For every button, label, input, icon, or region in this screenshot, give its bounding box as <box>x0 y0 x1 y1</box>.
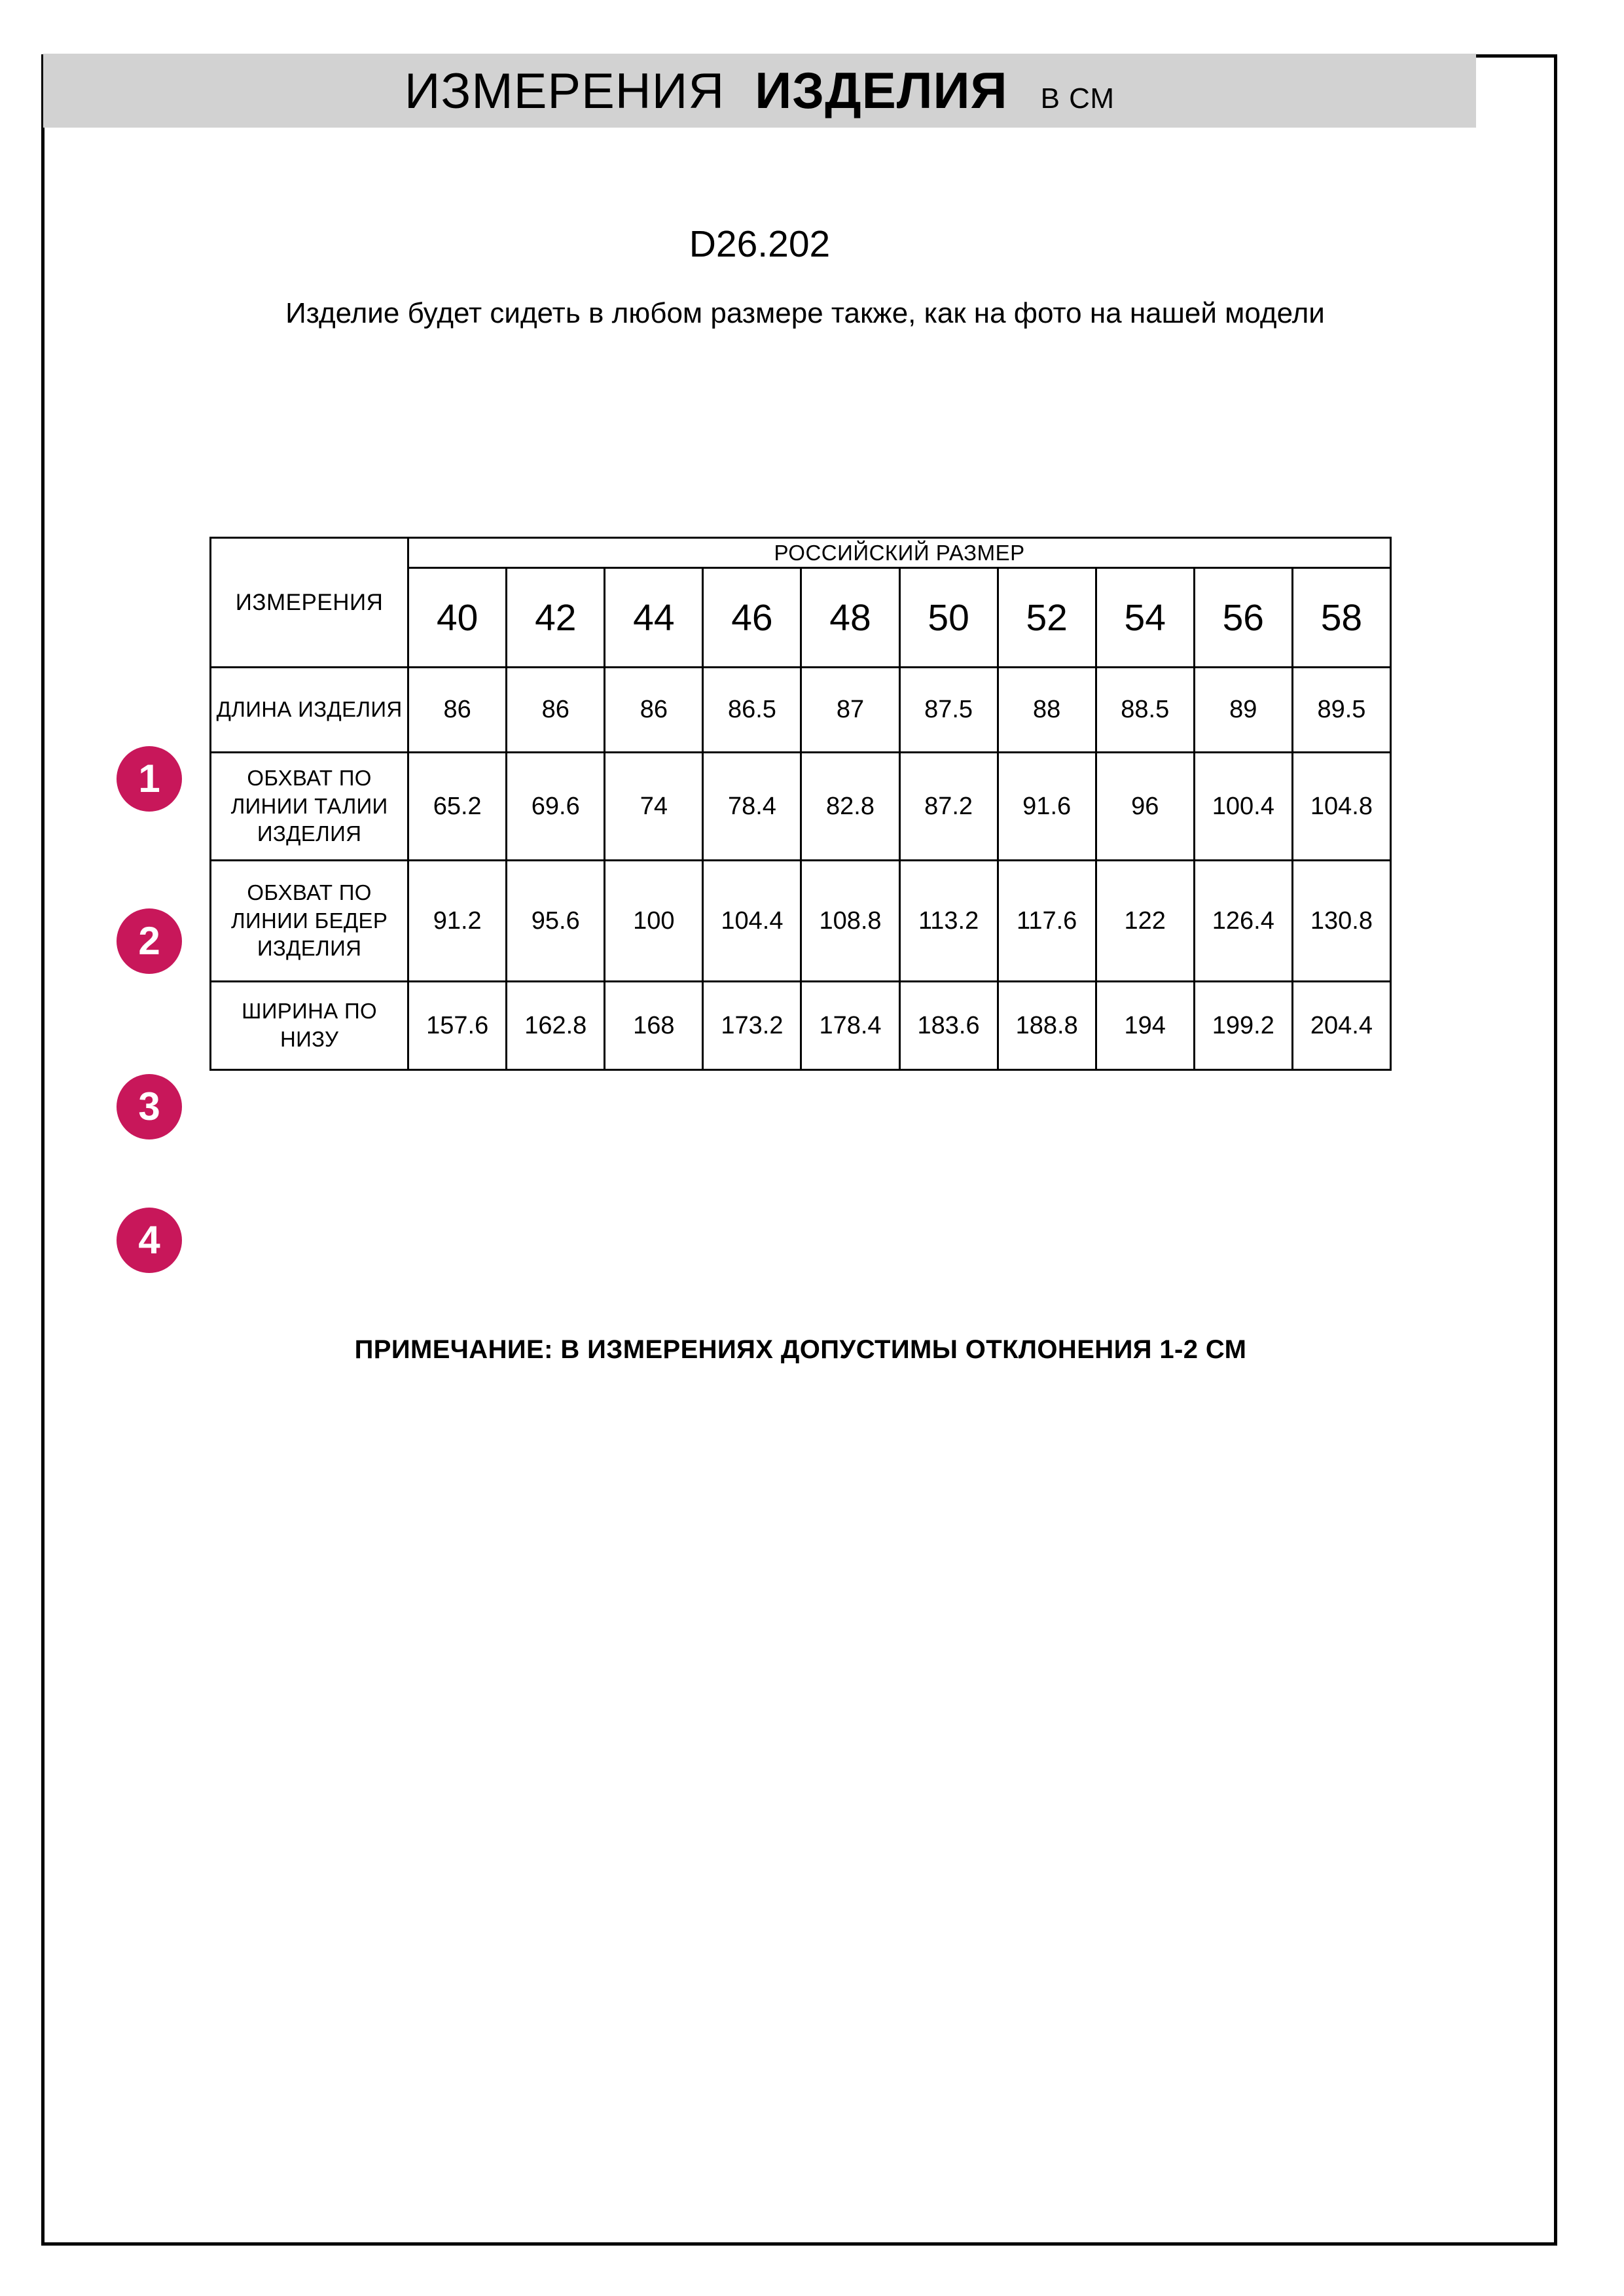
table-row: ОБХВАТ ПО ЛИНИИ БЕДЕР ИЗДЕЛИЯ 91.2 95.6 … <box>209 859 1392 982</box>
size-header-44: 44 <box>604 567 704 668</box>
table-row: ШИРИНА ПО НИЗУ 157.6 162.8 168 173.2 178… <box>209 980 1392 1071</box>
cell-r1-c44: 86 <box>604 666 704 753</box>
cell-r2-c50: 87.2 <box>898 751 999 861</box>
size-header-42: 42 <box>505 567 606 668</box>
cell-r4-c48: 178.4 <box>800 980 901 1071</box>
cell-r2-c58: 104.8 <box>1291 751 1392 861</box>
cell-r2-c46: 78.4 <box>702 751 803 861</box>
row-label-hips: ОБХВАТ ПО ЛИНИИ БЕДЕР ИЗДЕЛИЯ <box>209 859 410 982</box>
cell-r2-c54: 96 <box>1094 751 1195 861</box>
measurements-table: ИЗМЕРЕНИЯ РОССИЙСКИЙ РАЗМЕР 40 42 44 46 … <box>209 537 1392 1071</box>
cell-r3-c40: 91.2 <box>407 859 508 982</box>
cell-r3-c50: 113.2 <box>898 859 999 982</box>
title-word-measurements: ИЗМЕРЕНИЯ <box>404 63 725 119</box>
row-badge-2: 2 <box>117 908 182 974</box>
cell-r3-c58: 130.8 <box>1291 859 1392 982</box>
cell-r3-c46: 104.4 <box>702 859 803 982</box>
cell-r3-c52: 117.6 <box>996 859 1097 982</box>
table-head-group-row: ИЗМЕРЕНИЯ РОССИЙСКИЙ РАЗМЕР <box>209 537 1392 668</box>
cell-r2-c56: 100.4 <box>1193 751 1293 861</box>
cell-r3-c42: 95.6 <box>505 859 606 982</box>
cell-r1-c46: 86.5 <box>702 666 803 753</box>
cell-r1-c42: 86 <box>505 666 606 753</box>
title-band: ИЗМЕРЕНИЯ ИЗДЕЛИЯ В СМ <box>43 54 1476 128</box>
cell-r4-c58: 204.4 <box>1291 980 1392 1071</box>
page-title: ИЗМЕРЕНИЯ ИЗДЕЛИЯ В СМ <box>405 61 1115 120</box>
size-header-58: 58 <box>1291 567 1392 668</box>
table-head-sizes-row: 40 42 44 46 48 50 52 54 56 58 <box>211 567 1392 668</box>
cell-r1-c48: 87 <box>800 666 901 753</box>
cell-r4-c50: 183.6 <box>898 980 999 1071</box>
cell-r4-c42: 162.8 <box>505 980 606 1071</box>
cell-r2-c48: 82.8 <box>800 751 901 861</box>
cell-r1-c50: 87.5 <box>898 666 999 753</box>
row-badge-1: 1 <box>117 746 182 812</box>
cell-r1-c56: 89 <box>1193 666 1293 753</box>
size-header-50: 50 <box>898 567 999 668</box>
title-word-garment: ИЗДЕЛИЯ <box>755 62 1008 119</box>
cell-r4-c40: 157.6 <box>407 980 508 1071</box>
fit-note: Изделие будет сидеть в любом размере так… <box>285 297 1325 329</box>
cell-r2-c42: 69.6 <box>505 751 606 861</box>
measurements-column-header: ИЗМЕРЕНИЯ <box>209 537 410 668</box>
page-border-frame <box>41 54 1557 2246</box>
article-code: D26.202 <box>689 223 831 265</box>
size-header-54: 54 <box>1094 567 1195 668</box>
tolerance-note: ПРИМЕЧАНИЕ: В ИЗМЕРЕНИЯХ ДОПУСТИМЫ ОТКЛО… <box>354 1335 1247 1364</box>
cell-r3-c56: 126.4 <box>1193 859 1293 982</box>
cell-r3-c54: 122 <box>1094 859 1195 982</box>
cell-r1-c54: 88.5 <box>1094 666 1195 753</box>
cell-r3-c44: 100 <box>604 859 704 982</box>
cell-r2-c40: 65.2 <box>407 751 508 861</box>
cell-r4-c44: 168 <box>604 980 704 1071</box>
cell-r4-c54: 194 <box>1094 980 1195 1071</box>
row-label-bottom-width: ШИРИНА ПО НИЗУ <box>209 980 410 1071</box>
cell-r2-c44: 74 <box>604 751 704 861</box>
cell-r4-c46: 173.2 <box>702 980 803 1071</box>
cell-r4-c56: 199.2 <box>1193 980 1293 1071</box>
size-header-52: 52 <box>996 567 1097 668</box>
cell-r1-c58: 89.5 <box>1291 666 1392 753</box>
table-row: ОБХВАТ ПО ЛИНИИ ТАЛИИ ИЗДЕЛИЯ 65.2 69.6 … <box>209 751 1392 861</box>
size-header-46: 46 <box>702 567 803 668</box>
cell-r1-c40: 86 <box>407 666 508 753</box>
cell-r1-c52: 88 <box>996 666 1097 753</box>
size-header-48: 48 <box>800 567 901 668</box>
row-label-waist: ОБХВАТ ПО ЛИНИИ ТАЛИИ ИЗДЕЛИЯ <box>209 751 410 861</box>
title-unit-label: В СМ <box>1040 82 1115 115</box>
cell-r2-c52: 91.6 <box>996 751 1097 861</box>
cell-r3-c48: 108.8 <box>800 859 901 982</box>
size-group-header: РОССИЙСКИЙ РАЗМЕР <box>407 537 1392 569</box>
size-header-40: 40 <box>407 567 508 668</box>
table-row: ДЛИНА ИЗДЕЛИЯ 86 86 86 86.5 87 87.5 88 8… <box>209 666 1392 753</box>
row-badge-4: 4 <box>117 1208 182 1273</box>
row-badge-3: 3 <box>117 1074 182 1139</box>
cell-r4-c52: 188.8 <box>996 980 1097 1071</box>
row-label-length: ДЛИНА ИЗДЕЛИЯ <box>209 666 410 753</box>
size-header-56: 56 <box>1193 567 1293 668</box>
